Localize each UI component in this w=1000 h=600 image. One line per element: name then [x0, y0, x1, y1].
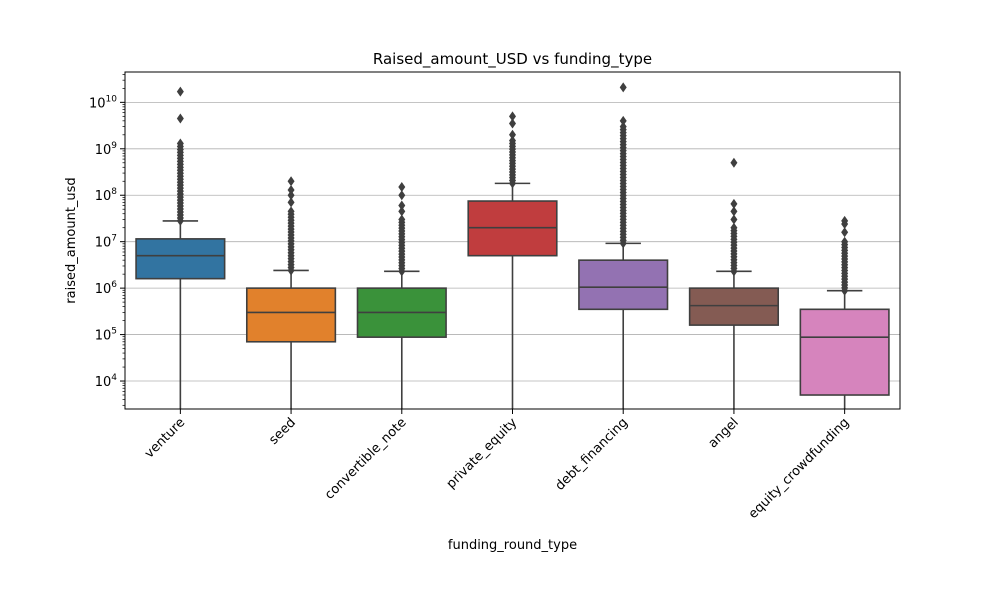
box-seed [245, 176, 337, 409]
outlier-point [841, 236, 849, 247]
outlier-point [398, 214, 406, 225]
chart-title: Raised_amount_USD vs funding_type [373, 50, 652, 69]
iqr-box [245, 287, 337, 343]
iqr-box [578, 259, 669, 311]
outlier-point [619, 115, 627, 126]
outlier-point [398, 182, 406, 193]
outlier-point [287, 206, 295, 217]
outlier-point [841, 227, 849, 238]
outlier-point [509, 129, 516, 140]
outlier-point [398, 200, 406, 211]
outlier-point [287, 184, 295, 195]
box-equity_crowdfunding [799, 215, 890, 409]
y-tick-label: 108 [95, 187, 118, 204]
box-angel [688, 157, 780, 409]
y-axis-title: raised_amount_usd [64, 177, 79, 303]
y-tick-label: 1010 [89, 94, 117, 111]
outlier-point [398, 206, 406, 217]
outlier-point [176, 138, 184, 149]
outlier-point [287, 190, 295, 201]
outlier-point [730, 214, 738, 225]
outlier-point [730, 222, 738, 233]
outlier-point [730, 206, 738, 217]
y-tick-label: 104 [95, 373, 118, 390]
outlier-point [176, 113, 184, 124]
box-venture [135, 86, 226, 409]
outlier-point [619, 121, 627, 132]
outlier-point [730, 157, 738, 168]
y-tick-label: 106 [95, 280, 118, 297]
y-tick-label: 109 [95, 141, 118, 158]
x-axis-title: funding_round_type [448, 538, 577, 553]
outlier-point [619, 82, 627, 93]
outlier-point [287, 176, 295, 187]
iqr-box [688, 287, 780, 326]
iqr-box [799, 308, 890, 396]
outlier-point [398, 190, 406, 201]
box-private_equity [467, 111, 558, 409]
box-debt_financing [578, 82, 669, 409]
box-convertible_note [356, 182, 447, 409]
box-series [135, 82, 890, 409]
outlier-point [730, 198, 738, 209]
outlier-point [176, 86, 184, 97]
outlier-point [287, 197, 295, 208]
outlier-point [841, 215, 849, 226]
y-tick-label: 107 [95, 234, 117, 251]
outlier-point [509, 135, 516, 146]
iqr-box [135, 238, 226, 280]
y-tick-label: 105 [95, 327, 117, 344]
outlier-point [509, 118, 516, 129]
outlier-point [509, 111, 516, 122]
